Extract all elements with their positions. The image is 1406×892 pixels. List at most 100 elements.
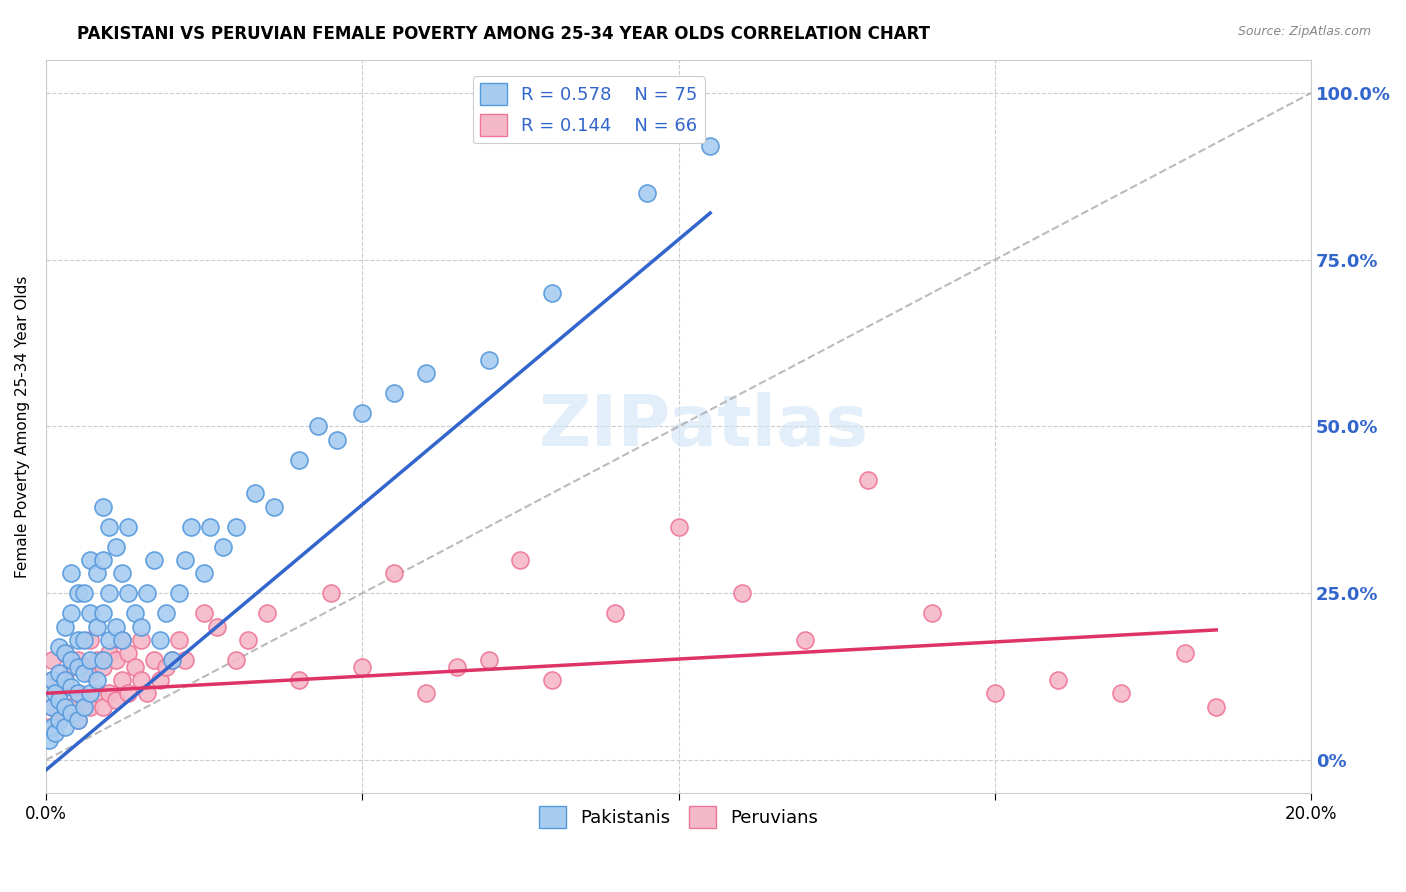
Point [142, 653, 165, 667]
Point [53, 706, 76, 721]
Point [509, 553, 531, 567]
Point [66, 686, 89, 700]
Point [79, 653, 101, 667]
Point [86, 686, 108, 700]
Point [117, 646, 139, 660]
Point [382, 386, 405, 401]
Point [636, 186, 658, 200]
Point [53, 720, 76, 734]
Point [124, 606, 146, 620]
Point [167, 586, 190, 600]
Point [858, 473, 880, 487]
Point [60, 680, 83, 694]
Point [79, 686, 101, 700]
Point [193, 606, 215, 620]
Point [256, 606, 278, 620]
Point [174, 653, 197, 667]
Point [136, 586, 159, 600]
Point [73, 666, 96, 681]
Point [48, 693, 70, 707]
Point [104, 540, 127, 554]
Point [73, 699, 96, 714]
Point [86, 619, 108, 633]
Point [382, 566, 405, 581]
Point [446, 659, 468, 673]
Point [73, 693, 96, 707]
Point [921, 606, 943, 620]
Point [38, 720, 60, 734]
Point [38, 733, 60, 747]
Point [91, 553, 114, 567]
Point [193, 566, 215, 581]
Point [53, 673, 76, 687]
Point [200, 519, 222, 533]
Point [53, 646, 76, 660]
Point [263, 500, 285, 514]
Point [699, 139, 721, 153]
Point [1111, 686, 1133, 700]
Point [124, 659, 146, 673]
Point [243, 486, 266, 500]
Point [73, 586, 96, 600]
Point [98, 686, 121, 700]
Point [794, 632, 817, 647]
Point [129, 673, 152, 687]
Point [149, 673, 172, 687]
Point [91, 699, 114, 714]
Point [605, 606, 627, 620]
Point [79, 606, 101, 620]
Point [415, 686, 437, 700]
Point [155, 606, 177, 620]
Point [1047, 673, 1070, 687]
Point [149, 632, 172, 647]
Text: Source: ZipAtlas.com: Source: ZipAtlas.com [1237, 25, 1371, 38]
Point [205, 619, 228, 633]
Y-axis label: Female Poverty Among 25-34 Year Olds: Female Poverty Among 25-34 Year Olds [15, 276, 30, 578]
Point [117, 686, 139, 700]
Point [98, 586, 121, 600]
Point [60, 566, 83, 581]
Point [48, 640, 70, 654]
Point [326, 433, 349, 447]
Point [48, 666, 70, 681]
Point [41, 720, 63, 734]
Point [53, 673, 76, 687]
Point [111, 632, 134, 647]
Point [73, 659, 96, 673]
Point [91, 606, 114, 620]
Point [1174, 646, 1197, 660]
Point [41, 673, 63, 687]
Point [307, 419, 329, 434]
Text: PAKISTANI VS PERUVIAN FEMALE POVERTY AMONG 25-34 YEAR OLDS CORRELATION CHART: PAKISTANI VS PERUVIAN FEMALE POVERTY AMO… [77, 25, 931, 43]
Point [41, 699, 63, 714]
Point [180, 519, 202, 533]
Legend: Pakistanis, Peruvians: Pakistanis, Peruvians [531, 799, 825, 836]
Point [66, 713, 89, 727]
Point [60, 606, 83, 620]
Point [66, 686, 89, 700]
Point [86, 566, 108, 581]
Point [352, 659, 374, 673]
Point [104, 653, 127, 667]
Point [66, 713, 89, 727]
Point [79, 632, 101, 647]
Point [319, 586, 342, 600]
Point [48, 713, 70, 727]
Point [66, 586, 89, 600]
Point [225, 519, 247, 533]
Point [60, 706, 83, 721]
Point [104, 693, 127, 707]
Point [117, 586, 139, 600]
Point [91, 653, 114, 667]
Point [111, 632, 134, 647]
Point [352, 406, 374, 420]
Point [478, 352, 501, 367]
Point [111, 566, 134, 581]
Point [60, 699, 83, 714]
Point [44, 686, 66, 700]
Point [41, 699, 63, 714]
Point [174, 553, 197, 567]
Point [98, 646, 121, 660]
Point [53, 646, 76, 660]
Point [129, 619, 152, 633]
